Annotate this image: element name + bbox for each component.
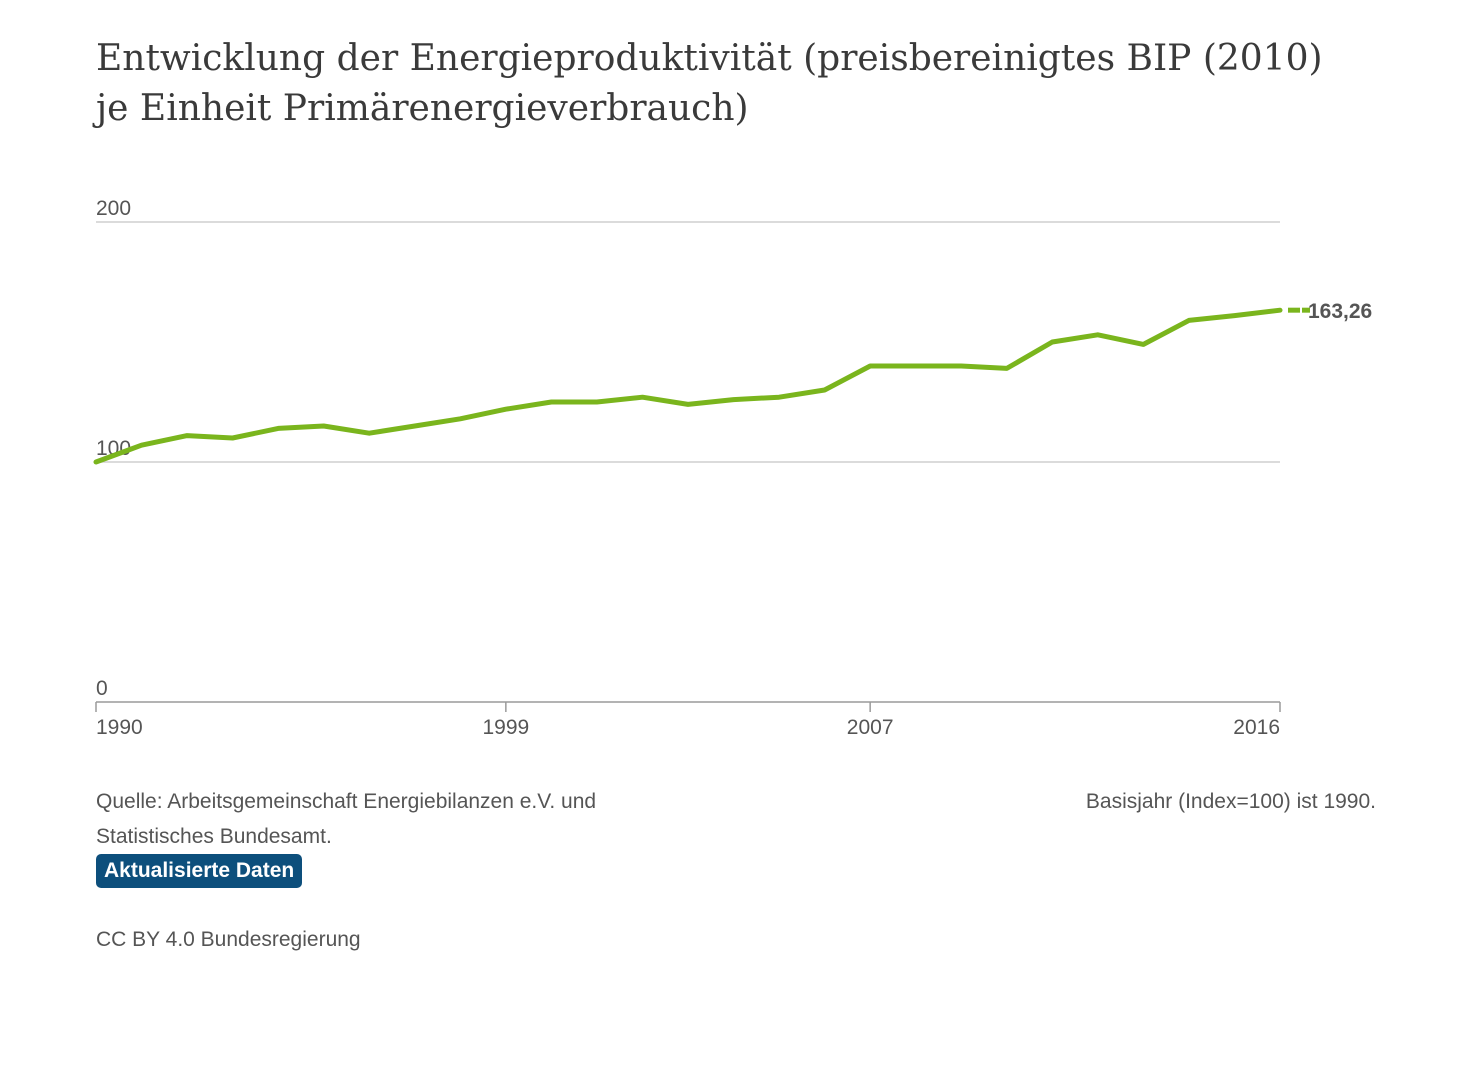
source-text: Quelle: Arbeitsgemeinschaft Energiebilan… [96, 790, 597, 848]
base-year-note: Basisjahr (Index=100) ist 1990. [1085, 790, 1376, 813]
x-tick-label-1990: 1990 [96, 716, 143, 739]
end-value-label: 163,26 [1308, 300, 1372, 323]
updated-data-button[interactable]: Aktualisierte Daten [96, 854, 303, 888]
series-group: 163,26 [93, 300, 1372, 465]
x-axis: 1990 1999 2007 2016 [95, 701, 1281, 739]
series-line [93, 307, 1283, 465]
x-tick-label-1999: 1999 [482, 716, 529, 739]
y-tick-label-0: 0 [96, 677, 108, 700]
y-tick-label-200: 200 [96, 197, 131, 220]
x-tick-label-2007: 2007 [847, 716, 894, 739]
grid-lines [96, 221, 1280, 463]
chart-title: Entwicklung der Energieproduktivität (pr… [96, 38, 1323, 129]
x-tick-label-2016: 2016 [1233, 716, 1280, 739]
license-text: CC BY 4.0 Bundesregierung [96, 928, 361, 951]
